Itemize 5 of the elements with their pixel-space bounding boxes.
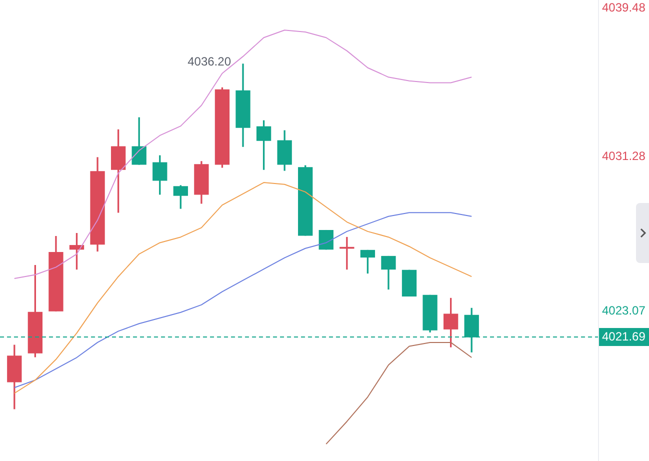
annotation: 4036.20 [188, 54, 232, 68]
y-tick-label: 4039.48 [602, 0, 646, 14]
y-tick-label: 4031.28 [602, 148, 646, 163]
ref-line-label: 4021.69 [602, 329, 646, 344]
y-tick-label: 4023.07 [602, 303, 646, 318]
